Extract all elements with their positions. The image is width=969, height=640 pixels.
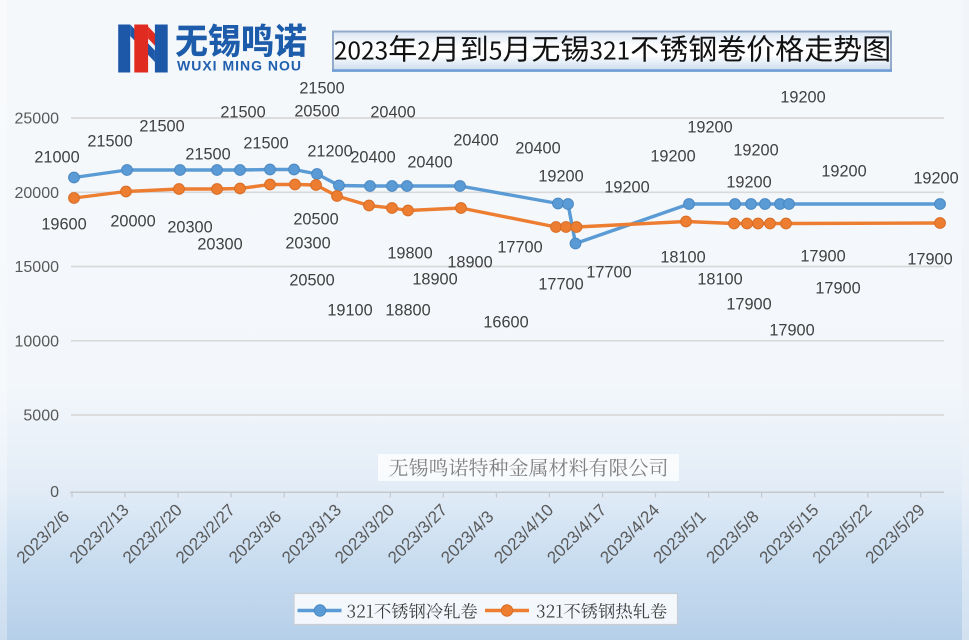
svg-text:0: 0 <box>50 484 59 501</box>
svg-text:25000: 25000 <box>15 111 60 128</box>
svg-text:20400: 20400 <box>453 132 498 150</box>
svg-text:21200: 21200 <box>307 143 352 161</box>
svg-text:20300: 20300 <box>197 236 242 254</box>
svg-text:16600: 16600 <box>483 314 528 332</box>
svg-text:19800: 19800 <box>387 245 432 263</box>
svg-text:20500: 20500 <box>289 272 334 290</box>
svg-text:19200: 19200 <box>604 179 649 197</box>
svg-text:19600: 19600 <box>41 216 86 234</box>
svg-text:20500: 20500 <box>293 211 338 229</box>
svg-text:21500: 21500 <box>185 146 230 164</box>
svg-text:20500: 20500 <box>294 103 339 121</box>
svg-text:19200: 19200 <box>733 142 778 160</box>
svg-text:20400: 20400 <box>407 154 452 172</box>
svg-text:18900: 18900 <box>412 271 457 289</box>
svg-text:19100: 19100 <box>327 302 372 320</box>
svg-text:20300: 20300 <box>285 235 330 253</box>
svg-text:19200: 19200 <box>726 174 771 192</box>
svg-text:17700: 17700 <box>497 239 542 257</box>
svg-text:19200: 19200 <box>913 170 958 188</box>
svg-text:19200: 19200 <box>650 148 695 166</box>
svg-text:21500: 21500 <box>87 133 132 151</box>
svg-text:20000: 20000 <box>110 213 155 231</box>
svg-text:20000: 20000 <box>15 185 60 202</box>
svg-text:18900: 18900 <box>447 254 492 272</box>
svg-text:19200: 19200 <box>687 119 732 137</box>
svg-text:21500: 21500 <box>139 118 184 136</box>
svg-text:17700: 17700 <box>586 264 631 282</box>
svg-text:18100: 18100 <box>660 249 705 267</box>
svg-text:20300: 20300 <box>167 219 212 237</box>
svg-text:18800: 18800 <box>385 302 430 320</box>
svg-text:5000: 5000 <box>23 408 59 425</box>
svg-text:17700: 17700 <box>538 276 583 294</box>
svg-text:20400: 20400 <box>350 149 395 167</box>
svg-text:20400: 20400 <box>515 140 560 158</box>
svg-text:17900: 17900 <box>769 322 814 340</box>
svg-text:15000: 15000 <box>15 259 60 276</box>
svg-text:20400: 20400 <box>370 104 415 122</box>
svg-text:19200: 19200 <box>821 163 866 181</box>
svg-text:19200: 19200 <box>780 89 825 107</box>
svg-text:17900: 17900 <box>726 296 771 314</box>
svg-text:21000: 21000 <box>34 149 79 167</box>
svg-text:21500: 21500 <box>299 80 344 98</box>
svg-text:19200: 19200 <box>538 168 583 186</box>
svg-text:21500: 21500 <box>243 135 288 153</box>
svg-text:10000: 10000 <box>15 333 60 350</box>
svg-text:21500: 21500 <box>220 104 265 122</box>
svg-text:17900: 17900 <box>815 280 860 298</box>
svg-text:17900: 17900 <box>907 251 952 269</box>
svg-text:18100: 18100 <box>697 271 742 289</box>
svg-text:WUXI MING NOU: WUXI MING NOU <box>177 58 302 74</box>
svg-text:17900: 17900 <box>800 248 845 266</box>
